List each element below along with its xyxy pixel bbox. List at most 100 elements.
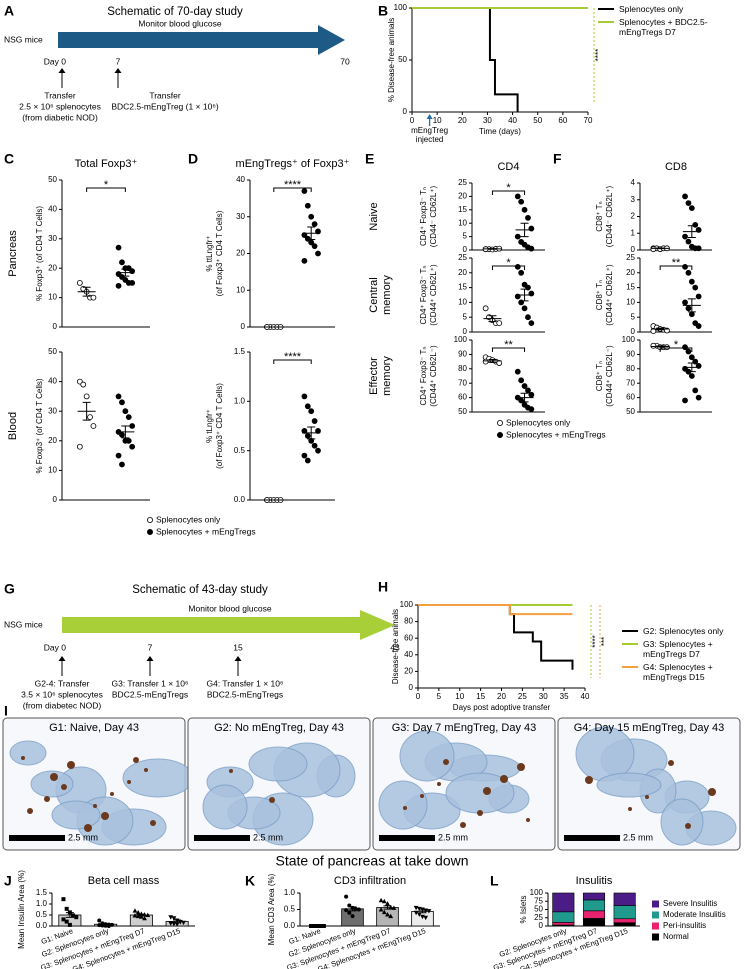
arrow-head [58, 68, 66, 73]
data-point [688, 311, 695, 318]
error-bar [307, 226, 316, 241]
legend-label: Splenocytes only [156, 514, 221, 524]
event-text: (from diabetec NOD) [23, 700, 102, 710]
data-point [301, 393, 308, 400]
y-tick-label: 0 [403, 107, 408, 116]
data-point [685, 305, 692, 312]
data-point [682, 233, 688, 240]
y-axis-label: CD8⁺ Tₙ [595, 361, 604, 391]
significance-bracket [659, 265, 693, 270]
data-point [528, 406, 535, 413]
data-point [103, 923, 108, 928]
scale-bar [9, 835, 65, 841]
y-tick-label: 10 [236, 285, 245, 294]
islet-stain [101, 812, 109, 820]
error-bar [488, 248, 497, 250]
legend-label: G4: Splenocytes + mEngTregs D15 [643, 662, 713, 682]
data-point [682, 193, 688, 200]
legend-marker [496, 419, 503, 426]
subject: NSG mice [4, 619, 43, 629]
data-point [356, 907, 361, 912]
panel-letter: C [4, 151, 14, 167]
x-tick-label: 10 [433, 116, 442, 125]
bar-segment [552, 892, 575, 913]
data-point [496, 320, 503, 327]
legend-swatch [622, 666, 638, 668]
significance-bracket [491, 265, 526, 270]
panel-letter: D [188, 151, 198, 167]
data-point [304, 403, 311, 410]
x-axis-label: Days post adoptive transfer [453, 703, 551, 712]
y-axis-label: (of Foxp3⁺ CD4 T Cells) [215, 210, 224, 296]
bar-segment [613, 922, 636, 927]
y-tick-label: 50 [48, 347, 57, 356]
error-bar [121, 425, 130, 439]
injection-note: mEngTreg [411, 126, 448, 135]
arrow-head [146, 656, 154, 661]
data-point [115, 244, 122, 251]
y-tick-label: 3 [631, 195, 636, 204]
islet-stain [93, 804, 97, 808]
y-tick-label: 40 [48, 377, 57, 386]
y-tick-label: 60 [626, 393, 635, 402]
error-bar [520, 222, 529, 238]
data-point [413, 910, 419, 916]
survival-line [412, 7, 519, 112]
y-tick-label: 30 [236, 212, 245, 221]
islet-stain [269, 797, 275, 803]
islet-stain [403, 806, 407, 810]
y-tick-label: 1.5 [36, 888, 48, 897]
legend: Splenocytes only Splenocytes + BDC2.5-mEn… [598, 4, 743, 40]
monitor-label: Monitor blood glucose [188, 603, 271, 613]
data-point [692, 221, 699, 228]
legend-label: Splenocytes only [506, 417, 571, 427]
y-tick-label: 60 [458, 393, 467, 402]
x-tick-label: 10 [455, 692, 464, 701]
y-tick-label: 0 [53, 495, 58, 504]
data-point [311, 442, 318, 449]
data-point [353, 906, 358, 911]
data-point [67, 922, 72, 927]
x-tick-label: 5 [437, 692, 442, 701]
y-tick-label: 30 [48, 406, 57, 415]
panel-letter: B [378, 3, 388, 19]
y-axis-label: CD4⁺ Foxp3⁻ Tₙ [419, 187, 428, 246]
islet-stain [61, 784, 67, 790]
survival-line [418, 604, 573, 616]
y-tick-label: 0 [539, 921, 544, 930]
error-bar [520, 392, 529, 403]
error-bar [687, 225, 696, 238]
y-axis-label: % Disease-free animals [387, 18, 396, 102]
data-point [304, 235, 311, 242]
scale-bar [379, 835, 435, 841]
data-point [83, 393, 90, 400]
y-tick-label: 1.0 [36, 899, 48, 908]
y-tick-label: 80 [626, 364, 635, 373]
bar-segment [552, 911, 575, 923]
data-point [308, 408, 315, 415]
y-tick-label: 0.0 [234, 495, 246, 504]
data-point [64, 906, 69, 911]
day-label: 15 [233, 642, 243, 652]
tissue [30, 770, 74, 798]
day-label: 70 [340, 56, 350, 66]
scale-label: 2.5 mm [68, 832, 98, 842]
error-bar [656, 327, 665, 331]
x-tick-label: 30 [539, 692, 548, 701]
data-point [426, 909, 432, 914]
data-point [650, 246, 657, 253]
data-point [518, 377, 525, 384]
y-tick-label: 15 [626, 283, 635, 292]
y-tick-label: 40 [404, 650, 413, 659]
y-tick-label: 0 [53, 322, 58, 331]
data-point [482, 305, 489, 312]
legend-label: Splenocytes + mEngTregs [506, 429, 606, 439]
legend-marker [146, 517, 153, 524]
data-point [688, 354, 695, 361]
bar-segment [582, 892, 606, 901]
significance-label: * [674, 339, 679, 351]
x-tick-label: 40 [581, 692, 590, 701]
y-tick-label: 100 [400, 600, 414, 609]
data-point [315, 924, 320, 928]
y-tick-label: 4 [631, 178, 636, 187]
